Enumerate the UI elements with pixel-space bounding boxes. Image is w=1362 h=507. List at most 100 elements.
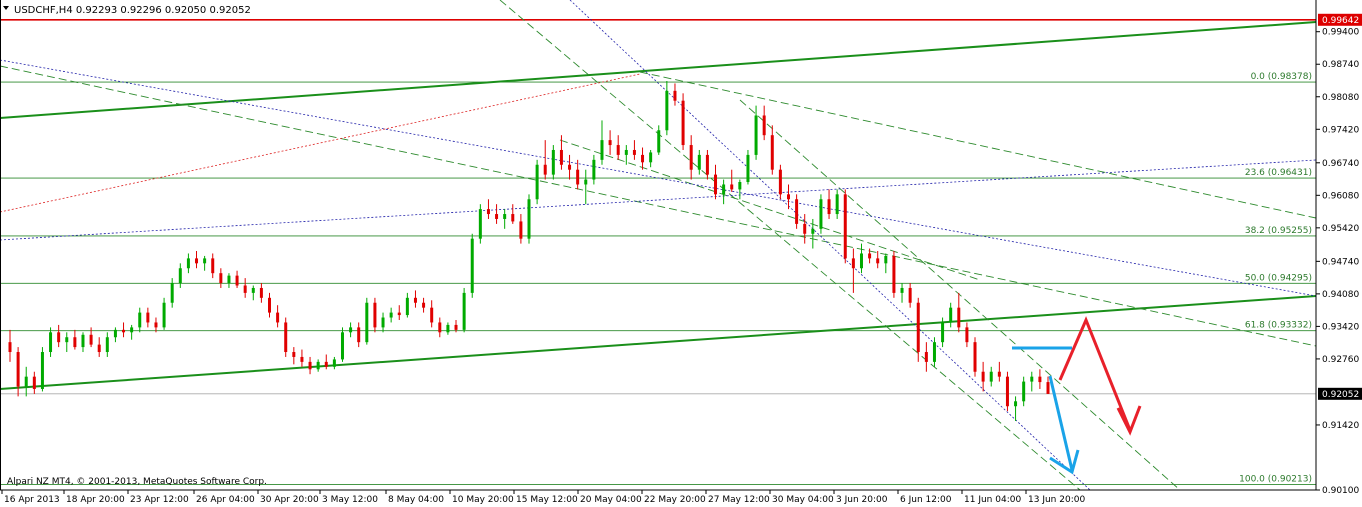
candle (665, 80, 669, 136)
candle-body (16, 352, 20, 387)
candle-body (24, 376, 28, 387)
candle (365, 297, 369, 345)
candle-body (689, 145, 693, 170)
candle (697, 149, 701, 175)
candle (722, 179, 726, 205)
candle-body (981, 371, 985, 382)
candle-body (422, 302, 426, 308)
candle (762, 105, 766, 141)
candle (40, 347, 44, 392)
candle (835, 189, 839, 219)
candle-body (203, 258, 207, 264)
y-tick-label: 0.90100 (1322, 486, 1359, 496)
candle-body (932, 342, 936, 362)
candle (276, 305, 280, 328)
candle (503, 209, 507, 229)
candle-body (57, 332, 61, 343)
candle (203, 255, 207, 271)
candle-body (576, 169, 580, 185)
candle (527, 194, 531, 244)
candle (997, 361, 1001, 382)
candle-body (340, 332, 344, 360)
candle (795, 194, 799, 229)
candle-body (454, 324, 458, 330)
candle (57, 324, 61, 348)
candle-body (511, 214, 515, 222)
y-tick-label: 0.93420 (1322, 322, 1359, 332)
candle (122, 322, 126, 338)
candle (876, 251, 880, 269)
candle-body (170, 283, 174, 303)
x-tick-label: 26 Apr 04:00 (196, 495, 255, 505)
candle-body (843, 194, 847, 259)
candle (422, 297, 426, 313)
candle (616, 135, 620, 160)
candle (138, 307, 142, 333)
candle (97, 337, 101, 357)
candle-body (519, 221, 523, 239)
candle (446, 322, 450, 335)
candle-body (308, 361, 312, 370)
candle (778, 164, 782, 200)
y-tick-label: 0.97420 (1322, 125, 1359, 135)
candle (681, 93, 685, 150)
dotted-blue-2 (0, 59, 1317, 297)
candle (8, 329, 12, 362)
candle-body (559, 149, 563, 165)
candle (738, 179, 742, 200)
candle-body (908, 287, 912, 303)
candle-body (641, 154, 645, 163)
candle-body (949, 307, 953, 323)
candle-body (397, 312, 401, 316)
candle (649, 149, 653, 168)
candle-body (373, 302, 377, 328)
candle-body (568, 164, 572, 170)
trend-lines (0, 0, 1317, 491)
candle (657, 125, 661, 155)
candle-body (827, 199, 831, 215)
forecast-arrows (1012, 316, 1142, 475)
candle-body (438, 322, 442, 333)
candle-body (365, 302, 369, 343)
candle-body (973, 342, 977, 372)
candle-body (600, 140, 604, 160)
candle (284, 317, 288, 357)
candle-body (957, 307, 961, 328)
candle (965, 322, 969, 348)
x-tick-label: 15 May 12:00 (516, 495, 578, 505)
candle (178, 263, 182, 288)
y-tick-label: 0.96740 (1322, 159, 1359, 169)
x-tick-label: 30 Apr 20:00 (260, 495, 319, 505)
candle (405, 292, 409, 318)
candle (754, 105, 758, 160)
candle-body (178, 268, 182, 284)
candle-body (349, 327, 353, 333)
x-tick-label: 11 Jun 04:00 (964, 495, 1021, 505)
candle (113, 327, 117, 343)
menu-chevron-icon[interactable] (3, 6, 9, 10)
candle (892, 251, 896, 298)
candle-body (892, 255, 896, 293)
candle-body (243, 285, 247, 293)
candle (746, 149, 750, 185)
candle-body (40, 352, 44, 389)
candle-body (8, 342, 12, 353)
candle (641, 147, 645, 170)
x-tick-label: 30 May 04:00 (772, 495, 834, 505)
candle (227, 273, 231, 288)
candle-body (486, 209, 490, 215)
candle (292, 347, 296, 365)
candle-body (616, 145, 620, 155)
candle (1030, 371, 1034, 392)
candle-body (884, 255, 888, 264)
channel-line-4 (739, 99, 1181, 491)
x-tick-label: 3 May 12:00 (322, 495, 378, 505)
channel-line-1 (0, 65, 1317, 347)
candle-body (49, 332, 53, 353)
dotted-blue-3 (569, 0, 1091, 491)
candle (235, 270, 239, 288)
candle (843, 189, 847, 264)
candle-body (900, 287, 904, 293)
